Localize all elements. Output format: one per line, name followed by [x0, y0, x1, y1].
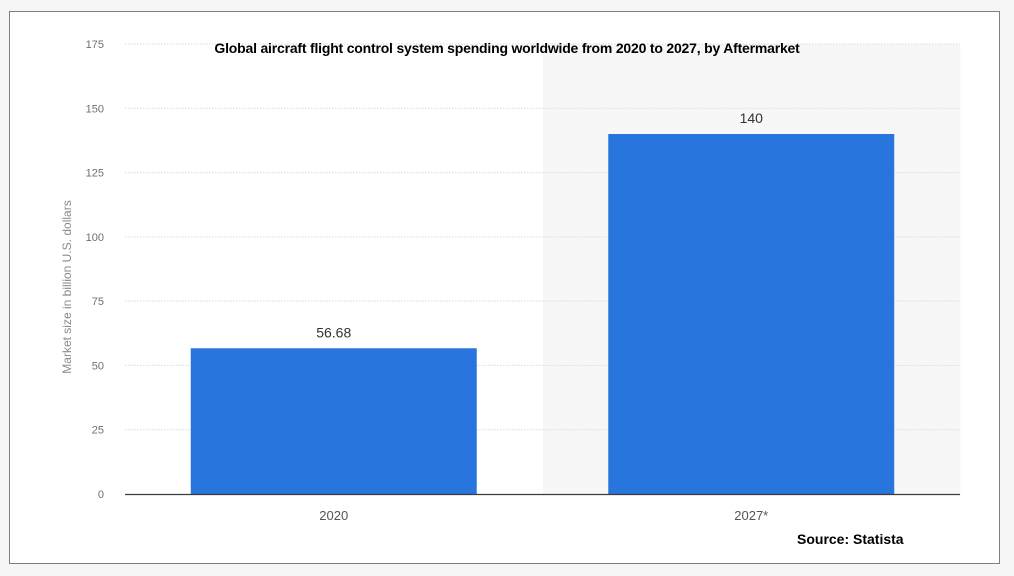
y-tick-label: 25 — [92, 425, 104, 437]
data-label: 56.68 — [316, 324, 351, 340]
y-tick-label: 100 — [86, 232, 104, 244]
y-tick-label: 125 — [86, 168, 104, 180]
y-axis-title: Market size in billion U.S. dollars — [60, 200, 74, 373]
chart-title: Global aircraft flight control system sp… — [214, 40, 800, 56]
bar-1 — [608, 134, 895, 494]
y-tick-label: 175 — [86, 39, 104, 51]
y-tick-label: 75 — [92, 296, 104, 308]
data-label: 140 — [740, 110, 764, 126]
bars — [190, 134, 895, 494]
x-axis-categories: 2020 2027* — [319, 508, 768, 523]
x-category-label: 2027* — [734, 508, 768, 523]
x-category-label: 2020 — [319, 508, 348, 523]
y-tick-label: 0 — [98, 489, 104, 501]
source-note: Source: Statista — [797, 531, 904, 547]
y-tick-label: 50 — [92, 360, 104, 372]
gridlines — [125, 43, 960, 431]
y-axis-ticks: 0 25 50 75 100 125 150 175 — [86, 39, 104, 501]
data-labels: 56.68 140 — [316, 110, 763, 340]
bar-0 — [190, 348, 477, 494]
y-tick-label: 150 — [86, 103, 104, 115]
